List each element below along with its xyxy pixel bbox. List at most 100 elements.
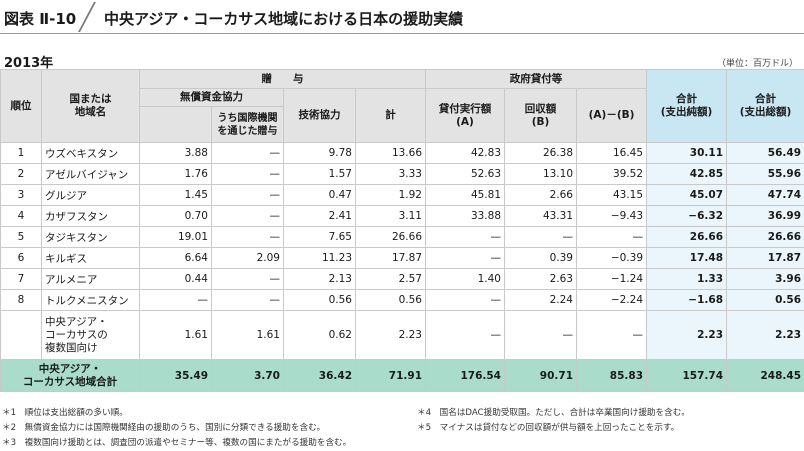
cell-grant-aid: 0.70 (139, 205, 212, 227)
cell-rank: 7 (0, 268, 42, 290)
cell-country: ウズベキスタン (41, 142, 140, 164)
table-row: 1 ウズベキスタン 3.88 — 9.78 13.66 42.83 26.38 … (0, 142, 804, 164)
cell-intl: — (211, 142, 284, 164)
cell-loan: 42.83 (425, 142, 505, 164)
footnote: ＊1 順位は支出総額の多い順。 (2, 408, 128, 418)
cell-total-label: 中央アジア・ コーカサス地域合計 (0, 359, 140, 392)
figure-label: 図表 Ⅱ-10 (4, 10, 77, 28)
cell-grant-aid: 6.64 (139, 247, 212, 269)
cell-gross: 3.96 (726, 268, 804, 290)
table-row: 4 カザフスタン 0.70 — 2.41 3.11 33.88 43.31 −9… (0, 205, 804, 227)
title-bar: 図表 Ⅱ-10 中央アジア・コーカサス地域における日本の援助実績 (0, 0, 804, 34)
cell-recovered: — (504, 310, 577, 360)
cell-diff: −9.43 (575, 205, 648, 227)
cell-net: −6.32 (646, 205, 728, 227)
cell-intl: 3.70 (211, 359, 284, 392)
header-loans: 政府貸付等 (424, 69, 648, 89)
cell-intl: 1.61 (211, 310, 284, 360)
cell-diff: −2.24 (575, 289, 648, 311)
cell-country: トルクメニスタン (41, 289, 140, 311)
cell-gross: 248.45 (726, 359, 804, 392)
cell-loan: — (425, 247, 505, 269)
cell-recovered: — (504, 226, 577, 248)
cell-diff: 43.15 (575, 184, 648, 206)
cell-rank: 5 (0, 226, 42, 248)
header-rank: 順位 (0, 69, 42, 143)
cell-tech: 9.78 (283, 142, 356, 164)
cell-grant-aid: 1.45 (139, 184, 212, 206)
cell-recovered: 90.71 (504, 359, 577, 392)
header-grant-aid: 無償資金協力 (139, 88, 284, 107)
cell-country: アルメニア (41, 268, 140, 290)
cell-diff: −1.24 (575, 268, 648, 290)
table-row: 8 トルクメニスタン — — 0.56 0.56 — 2.24 −2.24 −1… (0, 289, 804, 311)
cell-country: 中央アジア・ コーカサスの 複数国向け (41, 310, 140, 360)
cell-recovered: 0.39 (504, 247, 577, 269)
header-total: 計 (355, 88, 426, 143)
cell-recovered: 43.31 (504, 205, 577, 227)
figure-title: 中央アジア・コーカサス地域における日本の援助実績 (104, 10, 464, 28)
cell-rank: 4 (0, 205, 42, 227)
cell-recovered: 2.24 (504, 289, 577, 311)
cell-loan: 33.88 (425, 205, 505, 227)
cell-rank: 1 (0, 142, 42, 164)
cell-recovered: 13.10 (504, 163, 577, 185)
cell-gross: 17.87 (726, 247, 804, 269)
cell-loan: — (425, 310, 505, 360)
cell-gross: 47.74 (726, 184, 804, 206)
cell-rank: 2 (0, 163, 42, 185)
cell-country: グルジア (41, 184, 140, 206)
cell-grant-aid: 3.88 (139, 142, 212, 164)
cell-diff: — (575, 310, 648, 360)
cell-total: 0.56 (355, 289, 426, 311)
cell-intl: — (211, 163, 284, 185)
cell-net: 45.07 (646, 184, 728, 206)
table-row: 5 タジキスタン 19.01 — 7.65 26.66 — — — 26.66 … (0, 226, 804, 248)
cell-loan: 1.40 (425, 268, 505, 290)
cell-intl: — (211, 205, 284, 227)
header-grant: 贈 与 (139, 69, 426, 89)
cell-intl: — (211, 268, 284, 290)
cell-grant-aid: 19.01 (139, 226, 212, 248)
table-row: 3 グルジア 1.45 — 0.47 1.92 45.81 2.66 43.15… (0, 184, 804, 206)
cell-tech: 2.13 (283, 268, 356, 290)
cell-total: 71.91 (355, 359, 426, 392)
table-row: 6 キルギス 6.64 2.09 11.23 17.87 — 0.39 −0.3… (0, 247, 804, 269)
header-country: 国または 地域名 (41, 69, 140, 143)
cell-net: 2.23 (646, 310, 728, 360)
header-loan-exec: 貸付実行額 (A) (425, 88, 505, 143)
cell-rank: 3 (0, 184, 42, 206)
cell-gross: 56.49 (726, 142, 804, 164)
unit-label: （単位：百万ドル） (716, 59, 798, 69)
cell-intl: — (211, 226, 284, 248)
cell-diff: — (575, 226, 648, 248)
cell-net: 157.74 (646, 359, 728, 392)
cell-loan: — (425, 289, 505, 311)
cell-recovered: 2.66 (504, 184, 577, 206)
cell-total: 3.11 (355, 205, 426, 227)
cell-country: アゼルバイジャン (41, 163, 140, 185)
cell-net: 42.85 (646, 163, 728, 185)
cell-grant-aid: — (139, 289, 212, 311)
cell-grant-aid: 1.76 (139, 163, 212, 185)
cell-intl: — (211, 184, 284, 206)
cell-rank: 8 (0, 289, 42, 311)
footnote: ＊2 無償資金協力には国際機関経由の援助のうち、国別に分類できる援助を含む。 (2, 423, 326, 433)
cell-country: タジキスタン (41, 226, 140, 248)
cell-total: 1.92 (355, 184, 426, 206)
cell-total: 13.66 (355, 142, 426, 164)
year-label: 2013年 (4, 56, 54, 71)
cell-net: 1.33 (646, 268, 728, 290)
cell-country: キルギス (41, 247, 140, 269)
cell-gross: 2.23 (726, 310, 804, 360)
cell-recovered: 26.38 (504, 142, 577, 164)
cell-total: 3.33 (355, 163, 426, 185)
table-body: 1 ウズベキスタン 3.88 — 9.78 13.66 42.83 26.38 … (0, 142, 804, 392)
cell-country: カザフスタン (41, 205, 140, 227)
title-separator (78, 2, 96, 32)
cell-tech: 0.56 (283, 289, 356, 311)
cell-grant-aid: 1.61 (139, 310, 212, 360)
table-row-multi-country: 中央アジア・ コーカサスの 複数国向け 1.61 1.61 0.62 2.23 … (0, 310, 804, 360)
footnote: ＊5 マイナスは貸付などの回収額が供与額を上回ったことを示す。 (417, 423, 680, 433)
cell-gross: 26.66 (726, 226, 804, 248)
